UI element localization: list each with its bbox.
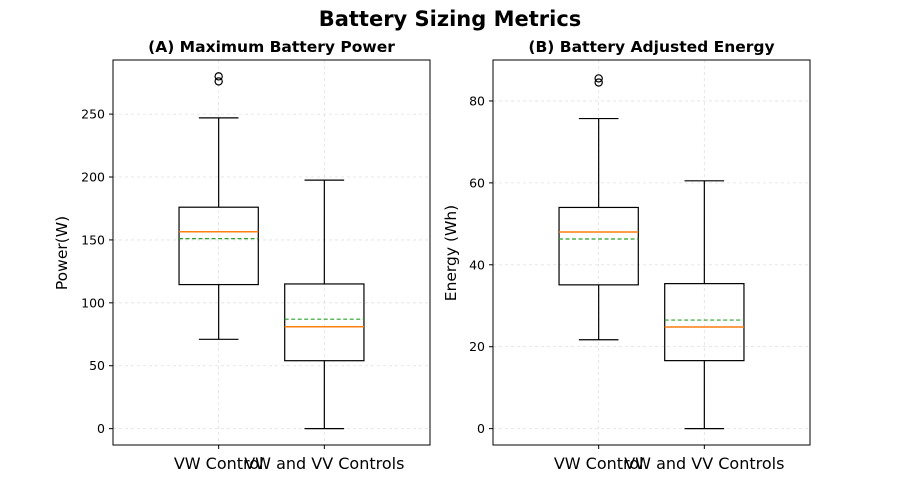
box-body: [178, 206, 259, 286]
outlier-point: [214, 72, 223, 81]
box-body: [284, 283, 365, 362]
y-tick-label: 20: [469, 339, 485, 354]
boxes-a: [178, 72, 365, 430]
outlier-point: [594, 74, 603, 83]
box-1: [558, 74, 639, 341]
outlier-point: [214, 77, 223, 86]
x-tick-label: VW Control: [554, 454, 644, 473]
y-tick-label: 80: [469, 93, 485, 108]
plot-frame-b: [492, 59, 811, 446]
chart-panel-a: (A) Maximum Battery Power Power(W) 0 50 10…: [53, 38, 431, 473]
chart-title-b: (B) Battery Adjusted Energy: [528, 38, 774, 56]
box-2: [284, 179, 365, 430]
box-body: [558, 206, 639, 286]
outlier-point: [594, 78, 603, 87]
box-1: [178, 72, 259, 340]
box-2: [664, 180, 745, 430]
x-tick-label: VW and VV Controls: [244, 454, 404, 473]
y-tick-label: 0: [97, 421, 105, 436]
box-body: [664, 283, 745, 362]
chart-title-a: (A) Maximum Battery Power: [148, 38, 395, 56]
y-axis-label-b: Energy (Wh): [442, 205, 460, 301]
y-tick-label: 150: [81, 232, 105, 247]
figure-title: Battery Sizing Metrics: [319, 7, 582, 31]
plot-frame-a: [112, 59, 431, 446]
grid-b: [493, 60, 810, 445]
y-tick-label: 100: [81, 295, 105, 310]
y-ticks-a: 0 50 100 150 200 250: [81, 107, 113, 436]
x-tick-label: VW and VV Controls: [624, 454, 784, 473]
y-tick-label: 200: [81, 170, 105, 185]
boxes-b: [558, 74, 745, 430]
y-tick-label: 50: [89, 358, 105, 373]
y-tick-label: 40: [469, 257, 485, 272]
y-axis-label-a: Power(W): [53, 216, 71, 290]
x-tick-label: VW Control: [174, 454, 264, 473]
y-ticks-b: 0 20 40 60 80: [469, 93, 493, 436]
y-tick-label: 0: [477, 421, 485, 436]
chart-panel-b: (B) Battery Adjusted Energy Energy (Wh) …: [442, 38, 811, 473]
y-tick-label: 60: [469, 175, 485, 190]
grid-a: [113, 60, 430, 445]
y-tick-label: 250: [81, 107, 105, 122]
